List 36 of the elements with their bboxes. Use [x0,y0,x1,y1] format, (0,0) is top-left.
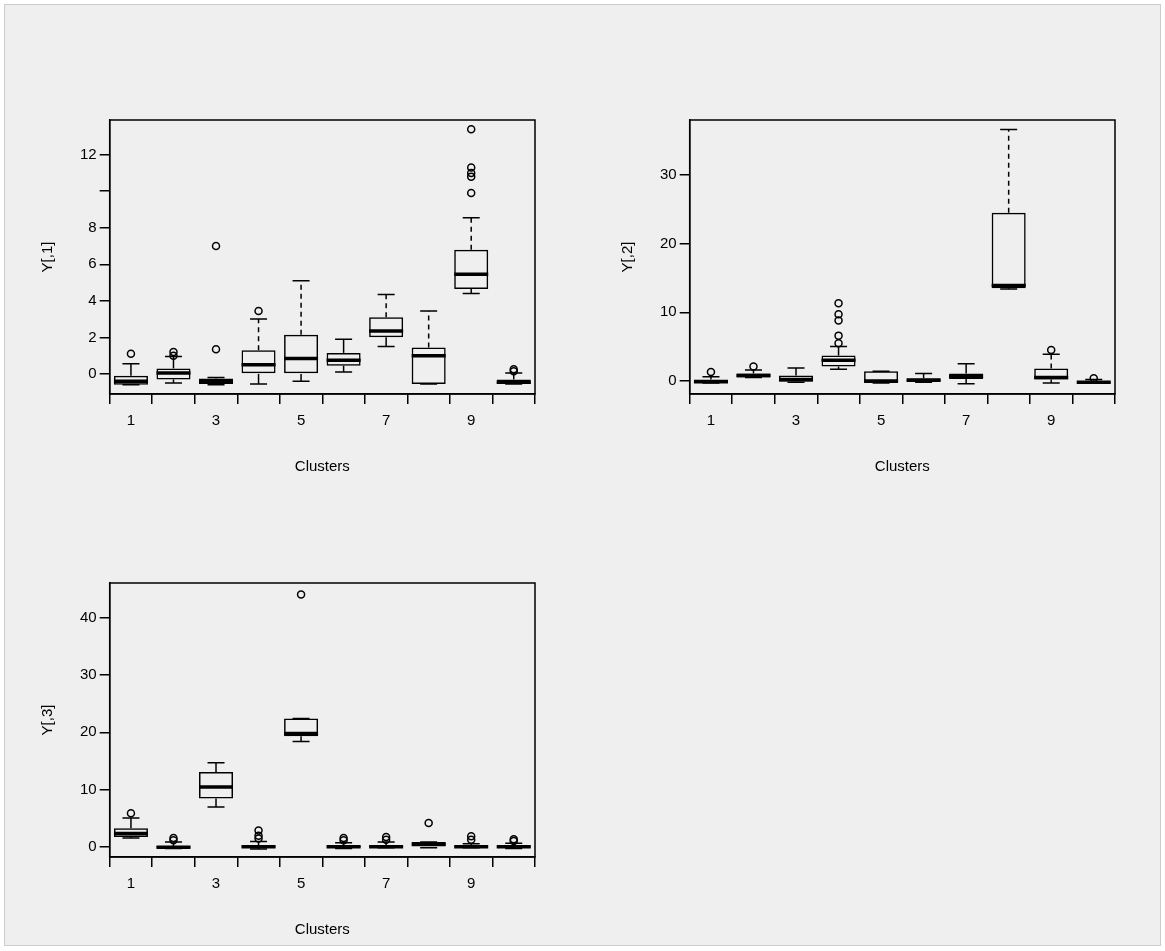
x-axis-title: Clusters [874,457,930,475]
y-axis-title: Y[,3] [38,704,56,736]
x-tick-label: 9 [467,411,476,429]
y-tick-label: 40 [80,607,97,625]
y-tick-label: 2 [88,327,97,345]
x-tick-label: 5 [876,411,886,429]
y-tick-label: 0 [88,837,97,855]
x-tick-label: 7 [961,411,971,429]
x-axis-title: Clusters [294,457,350,475]
y-tick-label: 10 [80,779,97,797]
y-tick-label: 0 [668,371,677,389]
x-tick-label: 7 [381,411,391,429]
y-tick-label: 0 [88,364,97,382]
y-tick-label: 10 [660,302,677,320]
y-tick-label: 4 [88,290,97,308]
x-tick-label: 5 [296,874,306,892]
x-tick-label: 5 [296,411,306,429]
x-tick-label: 7 [381,874,391,892]
y-tick-label: 8 [88,217,97,235]
x-tick-label: 1 [706,411,716,429]
x-tick-label: 9 [467,874,476,892]
x-tick-label: 3 [211,411,221,429]
y-tick-label: 30 [80,665,97,683]
x-axis-title: Clusters [294,920,350,938]
x-tick-label: 3 [791,411,801,429]
y-tick-label: 20 [80,722,97,740]
y-tick-label: 30 [660,165,677,183]
x-tick-label: 3 [211,874,221,892]
x-tick-label: 1 [126,411,136,429]
y-tick-label: 6 [88,254,97,272]
y-axis-title: Y[,1] [38,241,56,273]
x-tick-label: 1 [126,874,136,892]
y-axis-title: Y[,2] [618,241,636,273]
y-tick-label: 20 [660,233,677,251]
y-tick-label: 12 [80,144,97,162]
x-tick-label: 9 [1047,411,1056,429]
